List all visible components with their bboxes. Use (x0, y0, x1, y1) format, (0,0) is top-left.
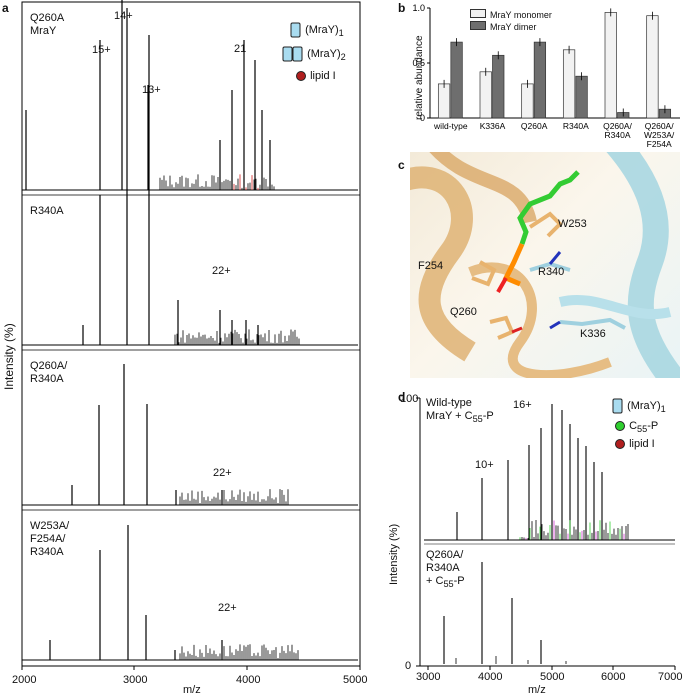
a-label-15plus: 15+ (92, 44, 111, 56)
d-label-16plus: 16+ (513, 399, 532, 411)
b-bar-monomer (479, 71, 492, 119)
a-spec3-title: Q260A/ R340A (30, 360, 68, 385)
spectrum-d-1 (424, 404, 675, 541)
b-bar-monomer (604, 12, 617, 119)
a-legend-monomer: (MraY)1 (290, 22, 344, 38)
a-xtick-2000: 2000 (12, 674, 37, 686)
d-legend-lipid: lipid I (614, 438, 655, 450)
b-bar-dimer (533, 41, 547, 119)
panel-d-spectra-traces (424, 404, 675, 664)
c-label-r340: R340 (538, 266, 565, 278)
b-bar-monomer (646, 15, 659, 119)
monomer-icon (612, 398, 623, 414)
b-legend-monomer: MraY monomer (470, 9, 552, 21)
c-label-q260: Q260 (450, 306, 477, 318)
a-label-22plus-q260a: 22+ (213, 467, 232, 479)
d-xtick-6000: 6000 (601, 671, 626, 683)
panel-b-chart: 0 0.5 1.0 wild-type K336A Q260A R340A Q260A/R34… (412, 3, 680, 149)
d-label-10plus: 10+ (475, 459, 494, 471)
b-legend-dimer: MraY dimer (470, 21, 552, 33)
b-ytick: 0 (420, 113, 425, 123)
protein-structure-image: W253 F254 R340 Q260 K336 (410, 152, 680, 378)
b-legend: MraY monomer MraY dimer (470, 9, 552, 33)
a-spec2-title: R340A (30, 205, 64, 217)
a-xtick-5000: 5000 (343, 674, 368, 686)
a-legend-lipid: lipid I (295, 70, 336, 82)
a-label-22plus-r340a: 22+ (212, 265, 231, 277)
lipid-icon (615, 439, 625, 450)
spectrum-a-3 (22, 364, 358, 506)
d-ytick-0: 0 (405, 660, 412, 672)
b-bar-monomer (521, 83, 534, 119)
a-spec4-title: W253A/ F254A/ R340A (30, 520, 70, 558)
a-xlabel: m/z (183, 684, 201, 696)
a-legend-dimer: (MraY)2 (282, 46, 346, 62)
a-xtick-4000: 4000 (236, 674, 261, 686)
a-spec1-title: Q260A MraY (30, 12, 65, 37)
d-ytick-100: 100 (400, 393, 419, 405)
lipid-icon (296, 71, 306, 82)
b-category-label: wild-type (433, 121, 468, 131)
b-category-label: Q260A/R340A (603, 121, 632, 140)
panel-d-letter: d (398, 390, 406, 404)
panel-d-plot (416, 397, 676, 670)
b-bar-dimer (450, 41, 463, 119)
d-ylabel: Intensity (%) (388, 523, 400, 585)
structure-drawing (410, 152, 680, 378)
panel-a-letter: a (2, 1, 9, 15)
b-category-label: R340A (563, 121, 589, 131)
panel-a-spectra-traces (22, 0, 358, 661)
a-label-13plus: 13+ (142, 84, 161, 96)
monomer-icon (290, 22, 301, 38)
dimer-icon (282, 46, 303, 62)
panel-a-x-axis (21, 666, 361, 670)
b-bar-dimer (492, 54, 505, 119)
c55p-icon (615, 421, 625, 432)
spectrum-a-2 (22, 8, 358, 346)
d-xtick-5000: 5000 (540, 671, 565, 683)
d-spec1-title: Wild-type MraY + C55-P (426, 397, 494, 425)
b-ytick: 1.0 (412, 3, 425, 13)
spectrum-d-2 (443, 562, 567, 664)
b-category-label: K336A (480, 121, 506, 131)
b-bar-monomer (437, 83, 451, 119)
c-label-f254: F254 (418, 260, 444, 272)
spectrum-a-4 (22, 525, 358, 661)
a-xtick-3000: 3000 (123, 674, 148, 686)
d-xtick-3000: 3000 (416, 671, 441, 683)
d-xlabel: m/z (528, 684, 546, 696)
d-xtick-4000: 4000 (478, 671, 503, 683)
b-ylabel: relative abundance (414, 35, 425, 120)
spectrum-a-1 (22, 0, 358, 191)
panel-a-plot (21, 0, 361, 670)
panel-c-letter: c (398, 158, 405, 172)
c-label-w253: W253 (558, 218, 587, 230)
a-label-22plus-w253a: 22+ (218, 602, 237, 614)
d-legend-c55: C55-P (614, 420, 658, 434)
d-xtick-7000: 7000 (658, 671, 683, 683)
b-category-label: Q260A/W253A/F254A (644, 121, 675, 149)
b-bar-dimer (575, 75, 588, 119)
d-legend-monomer: (MraY)1 (612, 398, 666, 414)
b-category-label: Q260A (521, 121, 548, 131)
a-label-21: 21 (234, 43, 247, 55)
b-bar-monomer (562, 49, 576, 119)
a-label-14plus: 14+ (114, 10, 133, 22)
c-label-k336: K336 (580, 328, 606, 340)
panel-b-letter: b (398, 1, 406, 15)
d-spec2-title: Q260A/ R340A + C55-P (426, 549, 465, 590)
b-ytick: 0.5 (412, 58, 425, 68)
